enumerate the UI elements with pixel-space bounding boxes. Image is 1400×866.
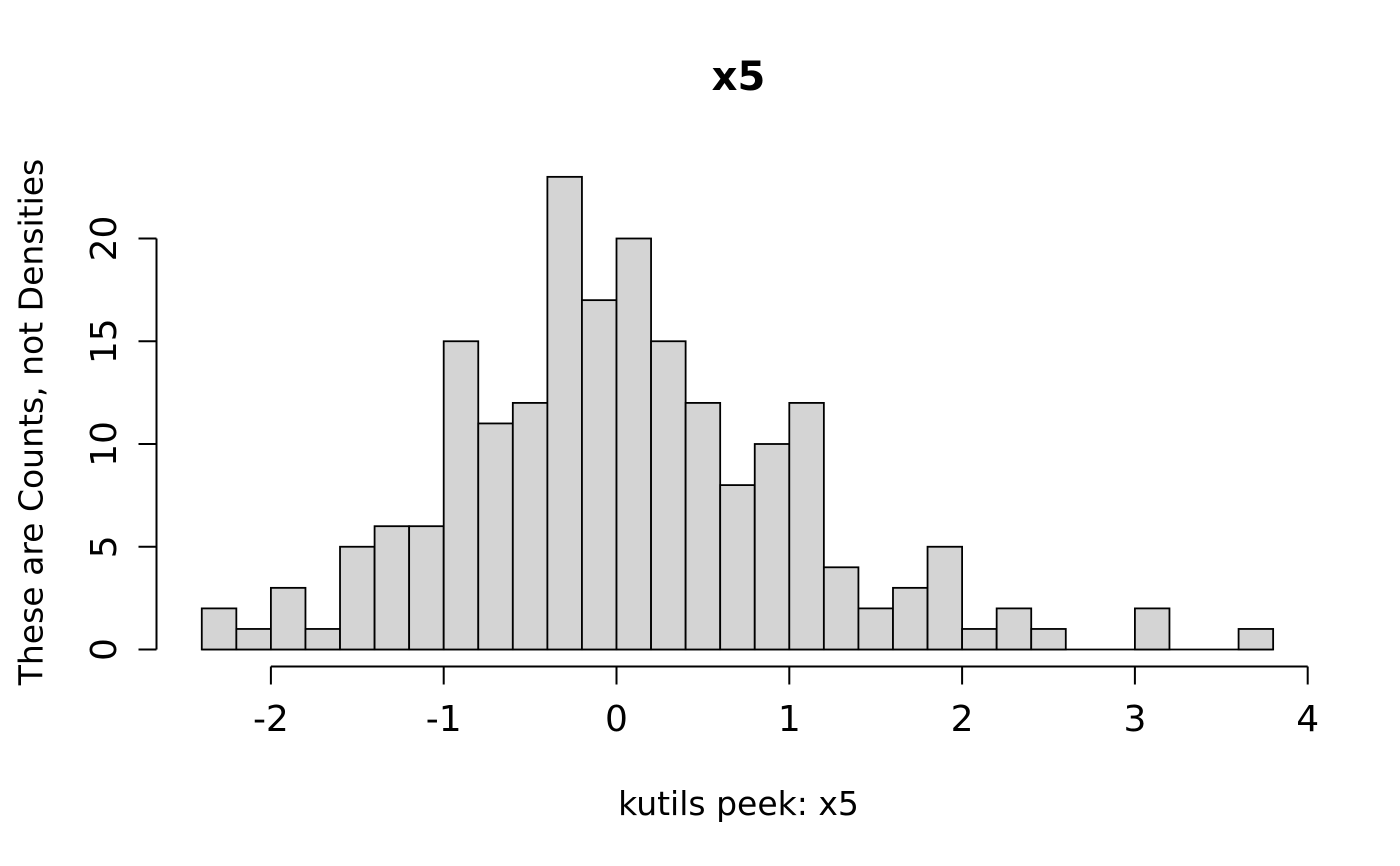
histogram-bar: [373, 525, 411, 651]
histogram-bar: [926, 545, 963, 651]
x-tick-label: 0: [605, 699, 628, 740]
chart-title: x5: [711, 54, 766, 100]
histogram-bar: [304, 628, 341, 651]
histogram-bar: [511, 401, 549, 651]
y-tick-label: 15: [84, 318, 125, 364]
x-tick-label: -2: [253, 699, 289, 740]
histogram-bar: [442, 340, 480, 651]
histogram-bar: [961, 628, 998, 651]
x-axis-label: kutils peek: x5: [618, 784, 859, 823]
y-tick-label: 5: [84, 535, 125, 558]
x-tick-label: 4: [1296, 699, 1319, 740]
x-tick-label: -1: [426, 699, 462, 740]
histogram-bar: [650, 340, 687, 651]
histogram-bar: [684, 401, 722, 651]
histogram-bar: [1134, 607, 1171, 651]
histogram-bar: [546, 175, 583, 651]
histogram-bar: [788, 401, 825, 651]
histogram-bar: [753, 443, 791, 651]
histogram-bar: [235, 628, 272, 651]
x-tick-label: 1: [778, 699, 801, 740]
y-tick-label: 10: [84, 421, 125, 467]
histogram-bar: [339, 545, 376, 651]
histogram-bar: [581, 299, 618, 651]
histogram-bar: [857, 607, 894, 651]
histogram-bar: [615, 237, 652, 651]
histogram-bar: [995, 607, 1033, 651]
histogram-bar: [408, 525, 445, 651]
histogram-bar: [719, 484, 756, 651]
histogram-bar: [822, 566, 860, 651]
x-tick-label: 2: [951, 699, 974, 740]
histogram-bar: [1030, 628, 1067, 651]
y-tick-label: 20: [84, 216, 125, 262]
histogram-bar: [892, 586, 929, 651]
histogram-bar: [269, 586, 307, 651]
histogram-bar: [477, 422, 514, 651]
y-axis-label: These are Counts, not Densities: [11, 158, 51, 686]
x-tick-label: 3: [1123, 699, 1146, 740]
y-tick-label: 0: [84, 638, 125, 661]
histogram-bar: [200, 607, 238, 651]
histogram-bar: [1237, 628, 1275, 651]
